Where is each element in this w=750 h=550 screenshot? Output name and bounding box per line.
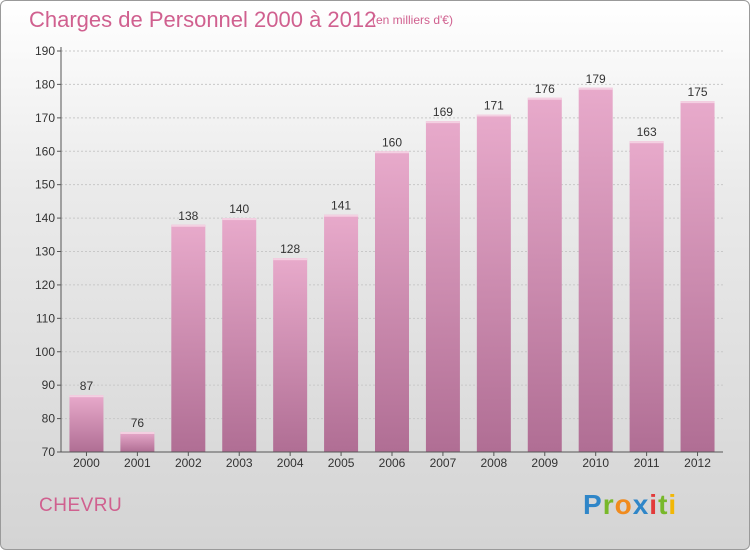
x-tick-label: 2008 <box>480 456 507 470</box>
logo-letter: i <box>668 489 678 520</box>
x-tick-label: 2010 <box>582 456 609 470</box>
bar-highlight <box>680 101 715 104</box>
logo-letter: x <box>632 489 650 520</box>
data-label: 175 <box>688 85 708 99</box>
y-tick-label: 190 <box>35 44 55 58</box>
y-tick-label: 120 <box>35 278 55 292</box>
x-tick-label: 2002 <box>175 456 202 470</box>
bar <box>171 224 206 452</box>
y-tick-label: 150 <box>35 178 55 192</box>
x-tick-label: 2005 <box>328 456 355 470</box>
bar <box>273 258 308 452</box>
data-label: 171 <box>484 98 504 112</box>
bar-highlight <box>425 121 460 124</box>
axes: 70 80 90 100 110 120 130 140 150 160 170 180 190 2000… <box>35 44 723 470</box>
bar <box>629 141 664 452</box>
bar <box>425 121 460 453</box>
bar-highlight <box>324 214 359 217</box>
bar-highlight <box>578 87 613 90</box>
logo-letter: r <box>602 489 615 520</box>
data-label: 141 <box>331 199 351 213</box>
logo-letter: i <box>649 489 659 520</box>
bar-highlight <box>375 151 409 154</box>
bar-highlight <box>120 431 155 434</box>
bar <box>578 87 613 452</box>
commune-name: CHEVRU <box>39 495 123 516</box>
data-label: 87 <box>80 379 94 393</box>
y-tick-label: 160 <box>35 144 55 158</box>
y-tick-label: 70 <box>42 445 56 459</box>
y-tick-label: 180 <box>35 77 55 91</box>
y-tick-label: 90 <box>42 378 56 392</box>
data-label: 160 <box>382 135 402 149</box>
x-tick-label: 2004 <box>277 456 304 470</box>
data-label: 176 <box>535 82 555 96</box>
bar <box>375 151 409 452</box>
bar <box>324 214 359 452</box>
y-tick-label: 100 <box>35 345 55 359</box>
y-tick-label: 170 <box>35 111 55 125</box>
logo-letter: P <box>583 489 603 520</box>
bar-highlight <box>527 97 562 100</box>
bars <box>69 87 715 453</box>
chart-title: Charges de Personnel 2000 à 2012 <box>29 7 377 32</box>
y-tick-label: 80 <box>42 412 56 426</box>
y-tick-label: 110 <box>36 311 55 325</box>
value-labels: 87 76 138 140 128 141 160 169 171 176 179 163 175 <box>80 72 708 430</box>
data-label: 138 <box>178 209 198 223</box>
x-tick-label: 2001 <box>124 456 151 470</box>
y-tick-label: 130 <box>35 245 55 259</box>
bar <box>69 395 104 452</box>
x-tick-label: 2012 <box>684 456 711 470</box>
data-label: 140 <box>229 202 249 216</box>
y-tick-label: 140 <box>35 211 55 225</box>
data-label: 128 <box>280 242 300 256</box>
data-label: 76 <box>131 416 145 430</box>
bar-highlight <box>629 141 664 144</box>
bar-highlight <box>171 224 206 227</box>
bar <box>120 431 155 452</box>
bar-highlight <box>222 218 257 221</box>
logo-letter: o <box>614 489 633 520</box>
bar <box>222 218 257 452</box>
x-tick-label: 2000 <box>73 456 100 470</box>
logo-letter: t <box>658 489 669 520</box>
data-label: 163 <box>637 125 657 139</box>
chart-subtitle: (en milliers d'€) <box>372 13 453 27</box>
bar-highlight <box>69 395 104 398</box>
data-label: 179 <box>586 72 606 86</box>
x-tick-label: 2009 <box>531 456 558 470</box>
x-tick-label: 2006 <box>379 456 406 470</box>
x-tick-label: 2003 <box>226 456 253 470</box>
x-tick-label: 2007 <box>430 456 457 470</box>
bar-highlight <box>273 258 308 261</box>
bar <box>527 97 562 453</box>
bar <box>680 101 715 452</box>
bar-highlight <box>476 114 511 117</box>
bar <box>476 114 511 452</box>
x-tick-label: 2011 <box>634 456 660 470</box>
data-label: 169 <box>433 105 453 119</box>
proxiti-logo[interactable]: Proxiti <box>583 489 677 521</box>
